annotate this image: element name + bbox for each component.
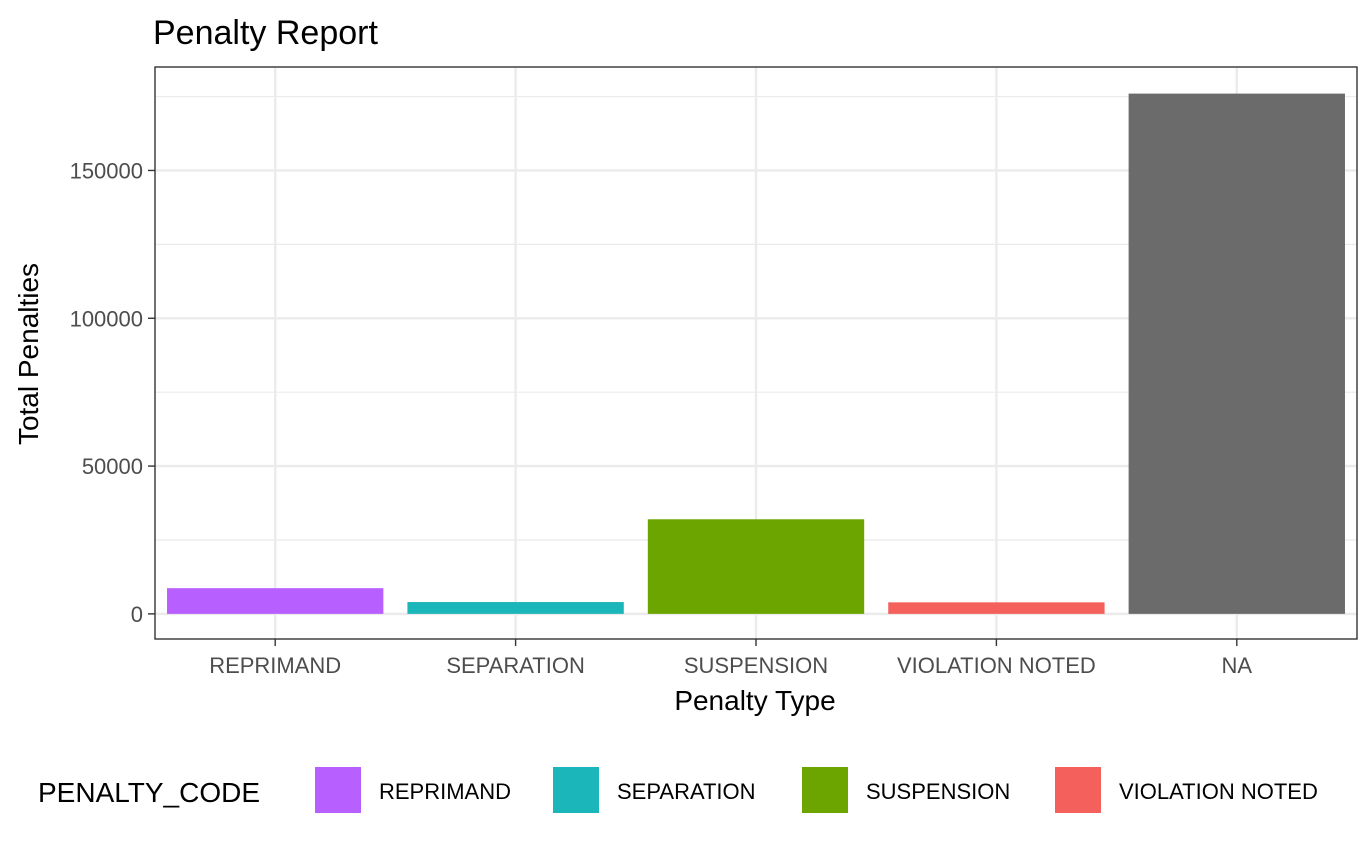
x-axis-title: Penalty Type	[674, 685, 835, 716]
x-tick-label: SUSPENSION	[684, 653, 828, 678]
legend-key	[802, 767, 848, 813]
x-axis: REPRIMAND SEPARATION SUSPENSION VIOLATION N…	[209, 639, 1252, 678]
bar-na	[1128, 93, 1345, 614]
legend-key	[553, 767, 599, 813]
legend-title: PENALTY_CODE	[38, 777, 260, 808]
x-tick-label: NA	[1222, 653, 1253, 678]
plot-panel	[154, 66, 1358, 640]
bar-violation-noted	[888, 602, 1105, 614]
y-axis: 0 50000 100000 150000	[70, 158, 155, 627]
y-tick-label: 150000	[70, 158, 143, 183]
legend-label: REPRIMAND	[379, 779, 511, 804]
bar-suspension	[647, 519, 865, 614]
legend-label: SEPARATION	[617, 779, 756, 804]
y-axis-title: Total Penalties	[13, 263, 44, 445]
bar-separation	[407, 602, 624, 614]
x-tick-label: REPRIMAND	[209, 653, 341, 678]
y-tick-label: 0	[131, 602, 143, 627]
x-tick-label: SEPARATION	[446, 653, 585, 678]
x-tick-label: VIOLATION NOTED	[897, 653, 1096, 678]
legend: PENALTY_CODE REPRIMAND SEPARATION SUSPENSI…	[38, 767, 1318, 813]
legend-key	[1055, 767, 1101, 813]
y-tick-label: 100000	[70, 306, 143, 331]
bar-reprimand	[167, 588, 384, 614]
legend-key	[315, 767, 361, 813]
legend-label: SUSPENSION	[866, 779, 1010, 804]
chart-title: Penalty Report	[153, 14, 378, 52]
y-tick-label: 50000	[82, 454, 143, 479]
legend-label: VIOLATION NOTED	[1119, 779, 1318, 804]
